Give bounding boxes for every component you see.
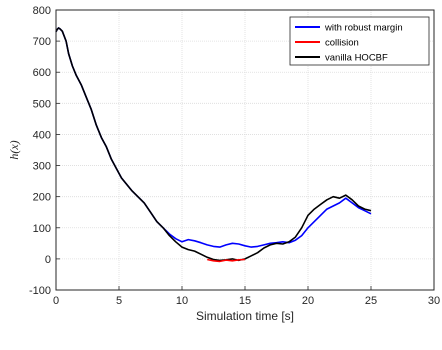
y-axis-label-paren: (x) [7,140,21,153]
series-layer [55,27,372,263]
x-axis-label: Simulation time [s] [196,309,294,323]
y-axis-label-prefix: h [7,154,21,160]
y-axis-label: h(x) [7,140,21,159]
y-tick-label: 200 [33,192,51,204]
y-tick-label: 800 [33,5,51,17]
y-tick-label: 500 [33,98,51,110]
x-tick-label: 10 [176,295,188,307]
ticks: 0 5 10 15 20 25 30-100010020030040050060070080… [29,5,440,307]
grid [55,9,435,291]
y-tick-label: 400 [33,129,51,141]
y-tick-label: -100 [29,285,51,297]
x-tick-label: 15 [239,295,251,307]
y-tick-label: 100 [33,223,51,235]
legend-label-0: with robust margin [324,23,403,34]
series-line-1 [207,258,246,263]
y-tick-label: 600 [33,67,51,79]
x-tick-label: 5 [116,295,122,307]
y-tick-label: 700 [33,36,51,48]
x-tick-label: 25 [365,295,377,307]
x-tick-label: 0 [53,295,59,307]
x-tick-label: 20 [302,295,314,307]
y-tick-label: 300 [33,161,51,173]
legend: with robust margin collision vanilla HOCBF [289,16,430,66]
x-tick-label: 30 [428,295,440,307]
legend-label-2: vanilla HOCBF [325,53,388,64]
y-tick-label: 0 [45,254,51,266]
series-line-2 [55,27,372,262]
legend-label-1: collision [325,38,359,49]
